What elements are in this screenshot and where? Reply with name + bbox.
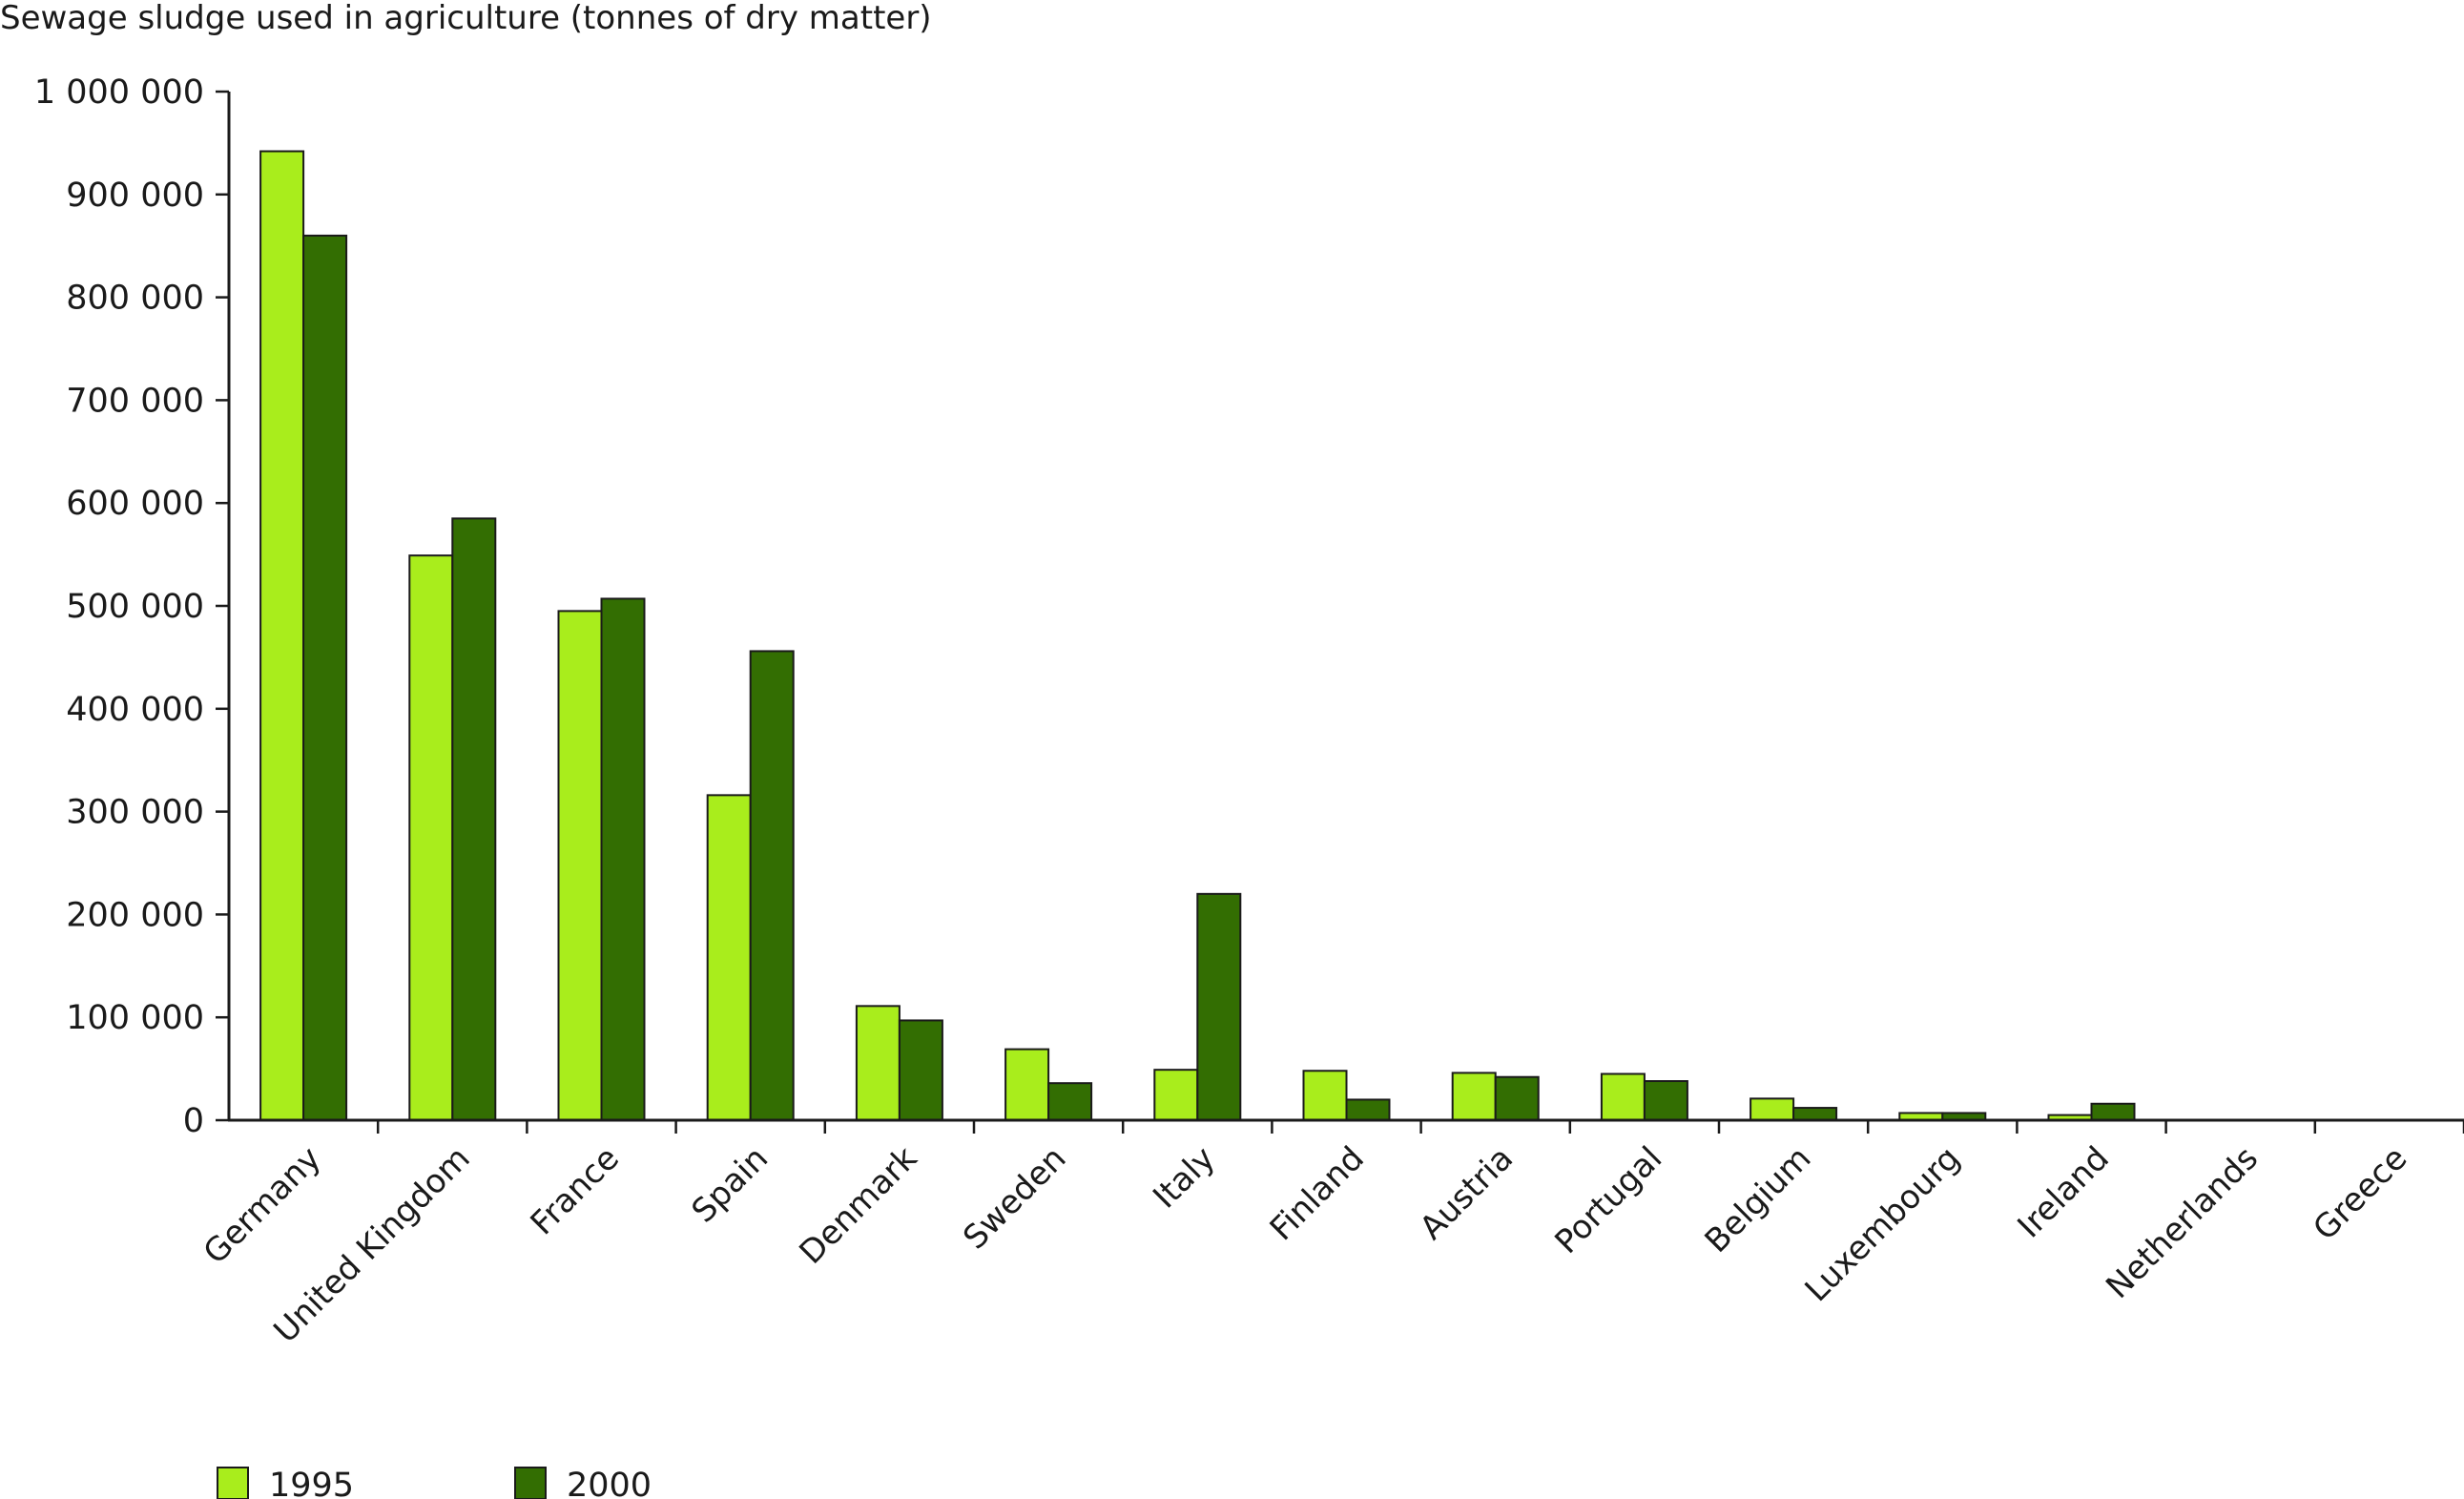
category-label: Germany: [197, 1139, 329, 1272]
bar-austria-2000: [1494, 1075, 1540, 1121]
bar-spain-2000: [749, 650, 795, 1121]
y-axis-ticks: 0 100 000 200 000 300 000 400 000 500 000 600 …: [34, 73, 2464, 1140]
y-tick-label: 300 000: [66, 794, 204, 832]
category-label: Belgium: [1698, 1139, 1819, 1260]
y-axis-title: Sewage sludge used in agriculture (tonne…: [0, 0, 932, 37]
y-tick-label: 1 000 000: [34, 73, 204, 112]
bar-germany-1995: [259, 150, 305, 1122]
category-label: Netherlands: [2099, 1139, 2266, 1306]
category-label: Luxembourg: [1798, 1139, 1968, 1309]
bar-austria-1995: [1451, 1072, 1497, 1121]
bar-finland-1995: [1302, 1070, 1348, 1121]
bar-denmark-2000: [898, 1019, 943, 1121]
category-label: Portugal: [1547, 1139, 1669, 1261]
category-label: Finland: [1263, 1139, 1372, 1248]
y-tick-label: 100 000: [66, 999, 204, 1037]
bar-belgium-1995: [1750, 1097, 1795, 1122]
bar-finland-2000: [1345, 1098, 1391, 1121]
bar-italy-2000: [1196, 892, 1242, 1122]
legend-swatch-2000: [514, 1467, 547, 1499]
bar-france-2000: [600, 597, 646, 1121]
category-label: Greece: [2306, 1139, 2414, 1248]
y-tick-label: 0: [183, 1102, 204, 1140]
bar-united-kingdom-1995: [408, 554, 454, 1121]
legend-swatch-1995: [217, 1467, 249, 1499]
category-label: Denmark: [792, 1139, 924, 1272]
category-label: Spain: [685, 1139, 776, 1230]
bar-sweden-2000: [1047, 1082, 1093, 1122]
category-label: France: [524, 1139, 627, 1242]
bar-spain-1995: [706, 794, 752, 1121]
bar-portugal-2000: [1643, 1080, 1688, 1122]
bar-united-kingdom-2000: [451, 517, 497, 1121]
bar-ireland-2000: [2090, 1102, 2136, 1121]
y-tick-label: 900 000: [66, 177, 204, 215]
y-tick-label: 200 000: [66, 896, 204, 934]
bar-italy-1995: [1153, 1069, 1199, 1121]
category-label: Sweden: [956, 1139, 1073, 1257]
category-label: Italy: [1146, 1139, 1222, 1216]
legend-label-1995: 1995: [269, 1467, 354, 1499]
bar-germany-2000: [302, 234, 348, 1122]
bar-sweden-1995: [1004, 1048, 1050, 1122]
axes: [227, 92, 2464, 1122]
bars: [259, 150, 2136, 1122]
y-tick-label: 600 000: [66, 485, 204, 523]
bar-denmark-1995: [855, 1005, 901, 1122]
bar-france-1995: [557, 610, 603, 1121]
legend-label-2000: 2000: [567, 1467, 652, 1499]
category-label: Austria: [1413, 1139, 1521, 1247]
y-tick-label: 500 000: [66, 588, 204, 626]
bar-portugal-1995: [1600, 1072, 1646, 1121]
category-label: Ireland: [2010, 1139, 2116, 1245]
y-tick-label: 800 000: [66, 280, 204, 318]
y-tick-label: 700 000: [66, 382, 204, 420]
y-tick-label: 400 000: [66, 691, 204, 729]
bar-belgium-2000: [1792, 1107, 1838, 1121]
legend: 1995 2000: [217, 1467, 652, 1499]
